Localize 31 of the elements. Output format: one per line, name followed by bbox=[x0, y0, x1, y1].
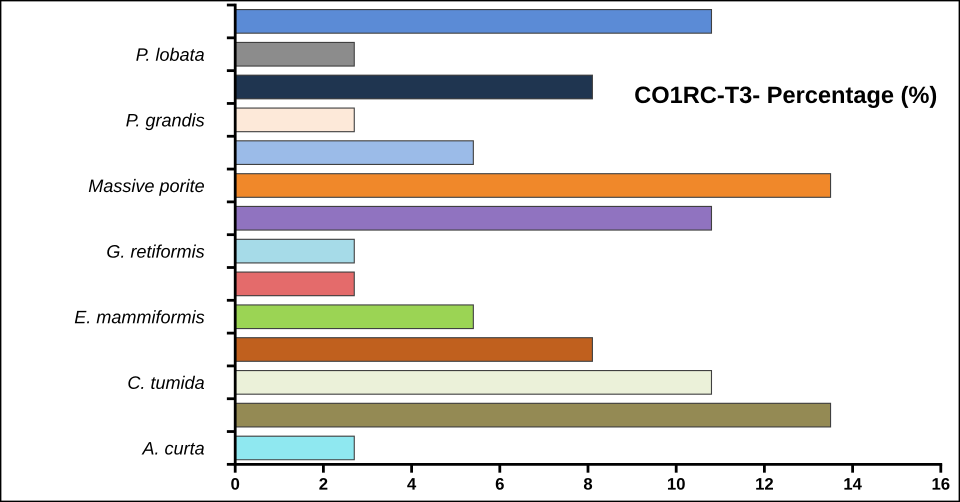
y-tick-label: P. grandis bbox=[126, 113, 204, 130]
x-tick-label: 14 bbox=[844, 478, 862, 490]
bar bbox=[235, 370, 712, 395]
y-tick-label: A. curta bbox=[142, 442, 204, 455]
bar bbox=[235, 74, 593, 100]
x-tick-label: 8 bbox=[584, 478, 592, 490]
x-tick-label: 2 bbox=[319, 478, 328, 490]
bar bbox=[235, 402, 832, 428]
y-tick-label: C. tumida bbox=[128, 376, 204, 390]
y-tick-label: G. retiformis bbox=[107, 244, 204, 258]
bar bbox=[235, 9, 712, 34]
x-tick-label: 0 bbox=[231, 478, 240, 490]
bar bbox=[235, 304, 474, 330]
bar bbox=[235, 436, 355, 460]
bar bbox=[235, 140, 474, 166]
bar bbox=[235, 206, 712, 231]
text: CO1RC-T3- Percentage (%) bbox=[635, 86, 936, 108]
bar bbox=[235, 173, 832, 198]
bar bbox=[235, 42, 355, 67]
bar bbox=[235, 272, 355, 296]
bar bbox=[235, 238, 355, 264]
x-tick-label: 10 bbox=[668, 478, 685, 490]
x-tick-label: 12 bbox=[756, 478, 774, 490]
y-tick-label: P. lobata bbox=[136, 48, 204, 61]
x-tick-label: 16 bbox=[932, 478, 950, 490]
bar bbox=[235, 107, 355, 132]
y-tick-label: Massive porite bbox=[88, 178, 204, 196]
x-tick-label: 6 bbox=[496, 478, 504, 490]
bar bbox=[235, 337, 593, 362]
x-tick-label: 4 bbox=[407, 478, 416, 490]
y-tick-label: E. mammiformis bbox=[74, 310, 204, 324]
